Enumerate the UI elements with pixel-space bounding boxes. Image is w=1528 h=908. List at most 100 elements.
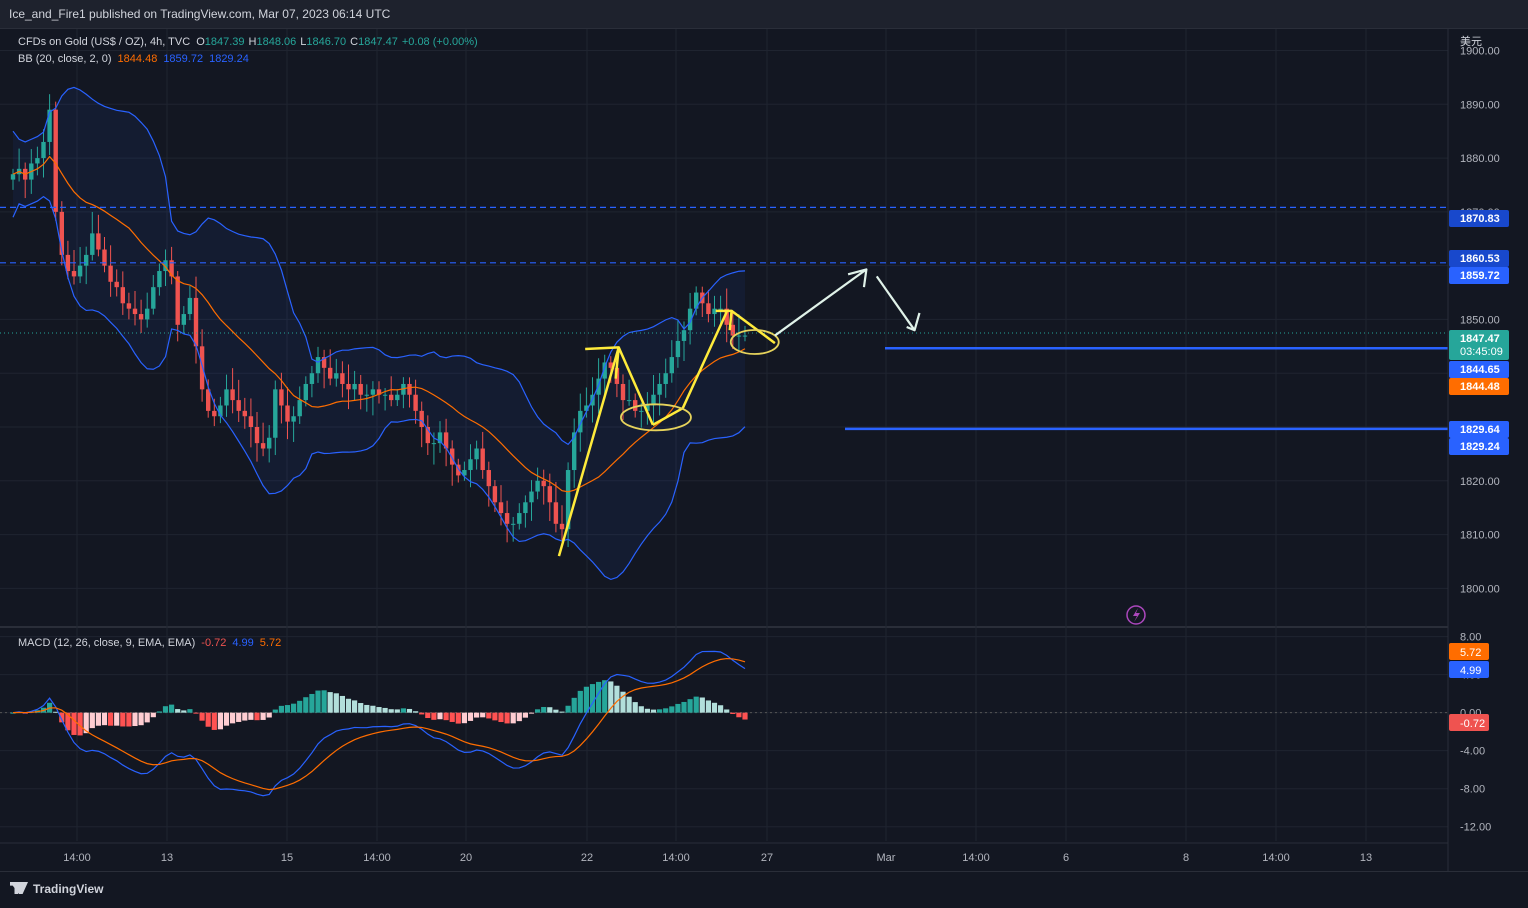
candle-body (108, 265, 113, 282)
candle-body (468, 459, 473, 471)
macd-histogram-bar (583, 686, 589, 713)
macd-histogram-bar (278, 705, 284, 713)
candle-body (633, 400, 638, 411)
price-tag-label: 1860.53 (1460, 253, 1500, 265)
candle-body (206, 389, 211, 411)
projection-down-head (906, 312, 921, 332)
macd-histogram-bar (681, 701, 687, 713)
macd-histogram-bar (266, 712, 272, 718)
macd-histogram-bar (400, 708, 406, 713)
lightning-icon[interactable] (1126, 605, 1146, 625)
macd-histogram-bar (419, 712, 425, 715)
candle-body (456, 464, 461, 476)
candle-body (84, 254, 89, 266)
candle-body (681, 330, 687, 341)
bb-lower-line (12, 195, 746, 581)
countdown-label: 03:45:09 (1460, 346, 1503, 358)
macd-histogram-bar (376, 707, 382, 713)
macd-histogram-bar (443, 712, 449, 721)
candle-body (321, 357, 327, 368)
macd-signal-tag-box (1449, 643, 1489, 660)
macd-legend: MACD (12, 26, close, 9, EMA, EMA) -0.72 4.… (18, 637, 281, 649)
candle-body (309, 373, 315, 384)
macd-histogram-bar (254, 712, 260, 721)
candle-body (114, 281, 119, 288)
candle-body (718, 308, 723, 310)
macd-histogram-bar (675, 703, 681, 713)
candle-body (559, 523, 565, 530)
candle-body (486, 470, 491, 487)
candle-body (382, 394, 388, 396)
macd-histogram-bar (474, 712, 480, 718)
candle-body (535, 480, 540, 492)
time-tick-label: Mar (877, 852, 896, 864)
macd-histogram-bar (132, 712, 138, 727)
price-tick-label: 1880.00 (1460, 153, 1500, 165)
bollinger-fill (13, 87, 745, 580)
macd-histogram-bar (742, 712, 748, 720)
candle-body (504, 513, 510, 524)
macd-histogram-bar (449, 712, 455, 722)
price-tag-box (1449, 378, 1509, 395)
time-tick-label: 13 (1360, 852, 1372, 864)
macd-histogram-bar (95, 712, 101, 726)
tradingview-logo[interactable]: TradingView (10, 882, 103, 896)
candle-body (492, 486, 498, 503)
price-tag-box (1449, 330, 1509, 360)
candle-body (620, 383, 626, 401)
macd-histogram-bar (431, 712, 437, 720)
macd-histogram-bar (596, 681, 602, 713)
chart-area[interactable]: 1900.001890.001880.001870.001860.001850.… (0, 29, 1528, 871)
macd-histogram-bar (705, 700, 711, 713)
macd-histogram-bar (663, 708, 669, 713)
macd-histogram-bar (242, 712, 248, 721)
macd-histogram-bar (394, 709, 400, 713)
macd-tick-label: -4.00 (1460, 746, 1485, 758)
candle-body (218, 405, 223, 417)
macd-hist-tag: -0.72 (1460, 718, 1485, 730)
time-tick-label: 6 (1063, 852, 1069, 864)
price-tick-label: 1890.00 (1460, 99, 1500, 111)
wave-down-2 (730, 309, 776, 345)
macd-line-tag-box (1449, 661, 1489, 678)
candle-body (450, 448, 455, 465)
candle-body (626, 400, 632, 402)
currency-label: 美元 (1460, 35, 1482, 48)
candle-body (498, 502, 504, 514)
price-tag-box (1449, 250, 1509, 267)
candle-body (364, 394, 369, 396)
macd-histogram-bar (272, 709, 278, 713)
candle-body (517, 513, 522, 524)
candle-body (389, 394, 394, 401)
macd-line (12, 650, 746, 797)
macd-histogram-bar (345, 698, 352, 713)
candle-body (480, 448, 485, 471)
macd-histogram-bar (364, 704, 370, 713)
candle-body (529, 491, 534, 503)
macd-line-tag: 4.99 (1460, 665, 1481, 677)
macd-histogram-bar (699, 697, 705, 713)
macd-histogram-bar (644, 708, 650, 713)
candle-body (706, 303, 711, 315)
candle-body (523, 502, 528, 514)
time-tick-label: 13 (161, 852, 173, 864)
macd-histogram-bar (327, 692, 333, 713)
candle-body (248, 416, 254, 427)
macd-histogram-bar (156, 711, 162, 713)
macd-histogram-bar (553, 709, 559, 713)
candle-body (145, 308, 150, 320)
symbol-legend: CFDs on Gold (US$ / OZ), 4h, TVC O1847.39… (18, 36, 478, 48)
macd-histogram-bar (455, 712, 461, 724)
time-tick-label: 8 (1183, 852, 1189, 864)
candle-body (651, 394, 656, 406)
candle-body (267, 437, 272, 449)
candle-body (59, 211, 64, 255)
macd-histogram-bar (535, 709, 541, 713)
candle-body (199, 346, 205, 390)
macd-histogram-bar (425, 712, 431, 719)
price-tag-box (1449, 267, 1509, 284)
candle-body (279, 389, 284, 406)
macd-histogram-bar (437, 712, 443, 720)
macd-histogram-bar (626, 696, 632, 713)
price-tick-label: 1900.00 (1460, 46, 1500, 58)
